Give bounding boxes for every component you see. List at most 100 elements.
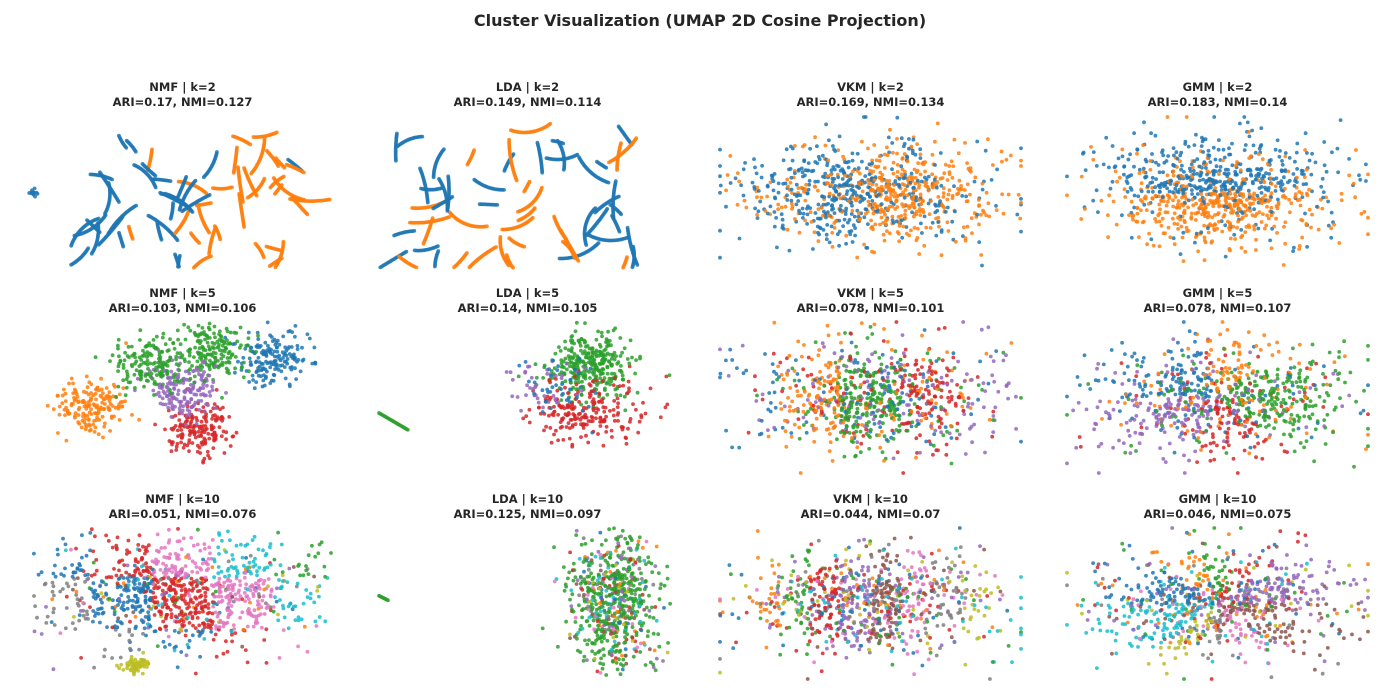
scatter-point	[210, 417, 215, 421]
scatter-point	[153, 368, 158, 373]
scatter-point	[159, 237, 164, 242]
scatter-point	[1260, 157, 1265, 162]
scatter-point	[1202, 160, 1207, 165]
scatter-point	[199, 434, 204, 438]
scatter-point	[1205, 156, 1210, 160]
scatter-point	[1280, 159, 1284, 163]
scatter-point	[261, 255, 266, 260]
subplot-title-metrics: ARI=0.17, NMI=0.127	[112, 95, 253, 109]
scatter-point	[1199, 230, 1204, 235]
scatter-point	[110, 177, 114, 182]
scatter-point	[837, 229, 842, 234]
scatter-point	[881, 232, 886, 237]
scatter-point	[860, 198, 865, 203]
scatter-point	[932, 177, 937, 182]
scatter-point	[202, 409, 207, 414]
scatter-point	[116, 406, 121, 411]
scatter-point	[176, 388, 181, 393]
scatter-point	[916, 161, 920, 165]
scatter-point	[885, 229, 889, 233]
scatter-point	[1307, 207, 1312, 212]
scatter-point	[728, 154, 733, 158]
scatter-point	[911, 194, 916, 199]
scatter-point	[207, 390, 212, 394]
scatter-point	[1287, 156, 1292, 160]
scatter-point	[1305, 151, 1309, 155]
scatter-point	[890, 167, 894, 172]
scatter-point	[1266, 162, 1271, 167]
scatter-point	[1192, 143, 1197, 147]
scatter-point	[153, 173, 158, 178]
scatter-point	[153, 422, 157, 427]
scatter-point	[81, 399, 86, 403]
scatter-point	[248, 142, 253, 147]
scatter-point	[1190, 192, 1194, 196]
scatter-point	[1122, 164, 1126, 169]
scatter-point	[1203, 214, 1207, 219]
scatter-point	[242, 360, 246, 365]
scatter-point	[89, 407, 93, 412]
scatter-point	[1166, 154, 1170, 158]
scatter-point	[232, 330, 237, 335]
scatter-point	[606, 180, 611, 185]
scatter-point	[186, 325, 191, 330]
scatter-point	[96, 408, 101, 413]
scatter-point	[1196, 249, 1200, 254]
scatter-point	[737, 179, 742, 184]
scatter-point	[1132, 205, 1137, 210]
scatter-point	[1179, 202, 1184, 207]
scatter-point	[27, 191, 32, 195]
scatter-point	[1259, 126, 1264, 131]
scatter-point	[307, 336, 312, 341]
scatter-point	[903, 172, 907, 177]
scatter-point	[818, 226, 823, 231]
scatter-point	[914, 238, 919, 243]
scatter-point	[63, 391, 68, 396]
scatter-point	[1212, 227, 1217, 232]
scatter-point	[75, 395, 80, 399]
scatter-point	[168, 379, 172, 384]
scatter-point	[183, 337, 188, 342]
scatter-point	[176, 434, 180, 438]
scatter-point	[1127, 213, 1131, 217]
scatter-point	[936, 195, 941, 199]
scatter-point	[1235, 203, 1240, 208]
scatter-point	[116, 384, 121, 389]
scatter-point	[1252, 227, 1257, 232]
scatter-point	[1162, 184, 1166, 188]
scatter-point	[1159, 223, 1164, 228]
scatter-point	[942, 171, 947, 176]
scatter-point	[800, 170, 805, 175]
scatter-point	[214, 388, 219, 392]
scatter-point	[198, 386, 203, 391]
scatter-point	[522, 244, 527, 249]
scatter-point	[1137, 171, 1142, 176]
scatter-point	[593, 210, 597, 215]
scatter-point	[177, 418, 182, 422]
scatter-point	[832, 167, 837, 172]
scatter-point	[870, 199, 875, 203]
scatter-point	[1255, 167, 1259, 171]
scatter-point	[1178, 252, 1183, 256]
scatter-point	[1183, 139, 1188, 144]
scatter-point	[207, 364, 212, 369]
scatter-point	[939, 253, 944, 258]
scatter-point	[563, 346, 568, 351]
scatter-point	[813, 211, 818, 215]
scatter-point	[272, 349, 277, 354]
scatter-point	[899, 164, 904, 169]
scatter-point	[378, 265, 383, 270]
scatter-point	[1019, 197, 1023, 201]
scatter-point	[1253, 177, 1258, 182]
scatter-point	[892, 194, 897, 199]
scatter-point	[1208, 198, 1213, 203]
scatter-point	[205, 383, 209, 388]
scatter-point	[918, 207, 922, 211]
scatter-point	[1211, 204, 1216, 209]
scatter-point	[1321, 195, 1325, 200]
scatter-point	[83, 417, 87, 421]
scatter-point	[1269, 205, 1274, 210]
scatter-point	[179, 428, 184, 432]
scatter-point	[126, 345, 131, 349]
scatter-point	[1195, 171, 1199, 176]
